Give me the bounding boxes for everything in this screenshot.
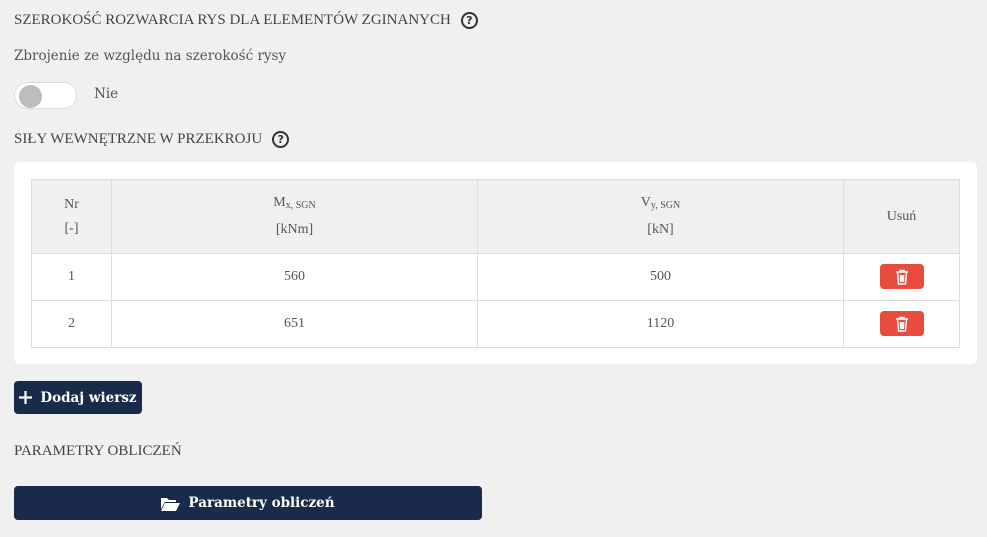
params-section-title: PARAMETRY OBLICZEŃ <box>14 443 182 459</box>
toggle-knob <box>19 85 42 108</box>
help-icon[interactable]: ? <box>460 12 478 29</box>
crack-section-title: SZEROKOŚĆ ROZWARCIA RYS DLA ELEMENTÓW ZG… <box>14 12 478 29</box>
col-delete: Usuń <box>843 179 960 254</box>
params-button[interactable]: Parametry obliczeń <box>14 486 482 520</box>
forces-title: SIŁY WEWNĘTRZNE W PRZEKROJU <box>14 131 263 147</box>
cell-m[interactable]: 560 <box>111 253 478 301</box>
add-row-button[interactable]: Dodaj wiersz <box>14 381 142 414</box>
col-v: Vy, SGN [kN] <box>477 179 844 254</box>
reinforcement-label: Zbrojenie ze względu na szerokość rysy <box>14 48 287 64</box>
table-row: 2 651 1120 <box>31 300 960 348</box>
plus-icon <box>19 391 33 404</box>
cell-nr: 2 <box>31 300 112 348</box>
forces-card: Nr [-] Mx, SGN [kNm] Vy, SGN [kN] Usuń 1 56… <box>14 162 977 364</box>
cell-v[interactable]: 1120 <box>477 300 844 348</box>
crack-title: SZEROKOŚĆ ROZWARCIA RYS DLA ELEMENTÓW ZG… <box>14 12 451 28</box>
col-m: Mx, SGN [kNm] <box>111 179 478 254</box>
delete-row-button[interactable] <box>879 311 924 337</box>
table-header: Nr [-] Mx, SGN [kNm] Vy, SGN [kN] Usuń <box>31 179 960 254</box>
trash-icon <box>895 316 908 332</box>
toggle-state: Nie <box>94 86 119 102</box>
col-nr: Nr [-] <box>31 179 112 254</box>
cell-nr: 1 <box>31 253 112 301</box>
forces-table: Nr [-] Mx, SGN [kNm] Vy, SGN [kN] Usuń 1 56… <box>31 179 960 348</box>
reinforcement-toggle[interactable] <box>14 82 77 109</box>
cell-v[interactable]: 500 <box>477 253 844 301</box>
help-icon[interactable]: ? <box>272 131 290 148</box>
forces-section-title: SIŁY WEWNĘTRZNE W PRZEKROJU ? <box>14 131 290 148</box>
cell-m[interactable]: 651 <box>111 300 478 348</box>
folder-open-icon <box>161 497 181 511</box>
delete-row-button[interactable] <box>879 264 924 290</box>
trash-icon <box>895 269 908 285</box>
table-row: 1 560 500 <box>31 253 960 301</box>
